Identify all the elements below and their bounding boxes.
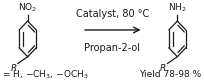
Text: R: R — [160, 64, 166, 73]
Text: Propan-2-ol: Propan-2-ol — [84, 43, 140, 53]
Text: Yield 78-98 %: Yield 78-98 % — [138, 70, 200, 79]
Text: Catalyst, 80 °C: Catalyst, 80 °C — [75, 9, 148, 19]
Text: R: R — [11, 64, 17, 73]
Text: NO$_2$: NO$_2$ — [18, 2, 37, 14]
Text: NH$_2$: NH$_2$ — [167, 2, 186, 14]
Text: R = H, $-$CH$_3$, $-$OCH$_3$: R = H, $-$CH$_3$, $-$OCH$_3$ — [0, 68, 89, 81]
